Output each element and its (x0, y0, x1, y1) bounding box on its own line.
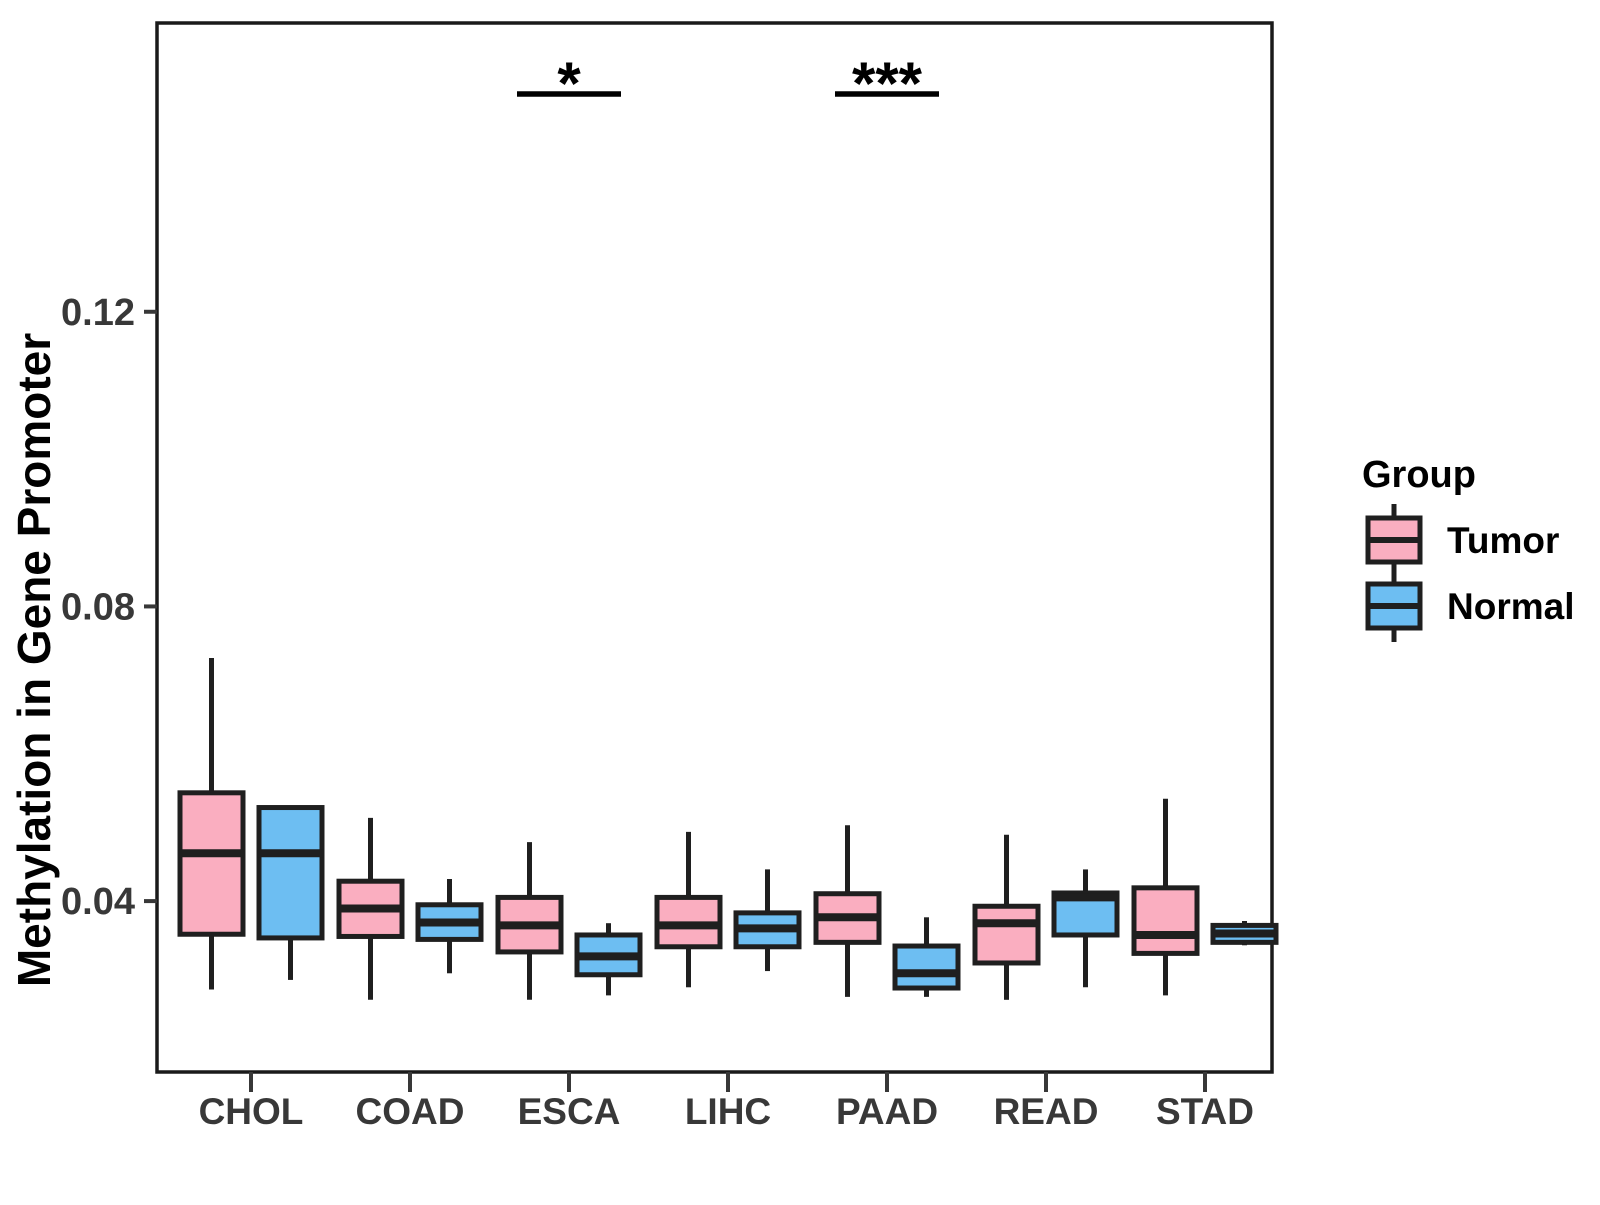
iqr-box (177, 790, 246, 937)
x-tick-label: LIHC (685, 1091, 771, 1132)
legend: Group Tumor Normal (1362, 454, 1574, 642)
x-axis: CHOL COAD ESCA LIHC PAAD READ STAD (199, 1072, 1254, 1132)
y-axis-title: Methylation in Gene Promoter (8, 333, 60, 987)
boxplot-CHOL-Tumor (177, 657, 246, 990)
boxplot-CHOL-Normal (256, 805, 325, 980)
legend-key-tumor: Tumor (1365, 504, 1559, 576)
iqr-box (1131, 885, 1200, 956)
legend-label: Tumor (1447, 520, 1559, 561)
x-tick-label: PAAD (836, 1091, 938, 1132)
x-tick-label: CHOL (199, 1091, 304, 1132)
x-tick-label: ESCA (518, 1091, 621, 1132)
iqr-box (972, 903, 1041, 966)
y-tick-label: 0.08 (61, 586, 135, 628)
y-tick-label: 0.04 (61, 881, 135, 923)
legend-title: Group (1362, 454, 1476, 496)
boxplot-COAD-Normal (415, 878, 484, 974)
iqr-box (256, 805, 325, 941)
boxplot-READ-Normal (1051, 869, 1120, 988)
significance-ESCA: * (517, 50, 621, 117)
legend-label: Normal (1447, 586, 1574, 627)
boxplot-ESCA-Tumor (495, 842, 564, 1000)
significance-PAAD: *** (835, 50, 939, 117)
y-axis: 0.04 0.08 0.12 (61, 292, 157, 923)
boxplot-PAAD-Normal (892, 917, 961, 997)
boxplot-PAAD-Tumor (813, 825, 882, 997)
iqr-box (892, 943, 961, 991)
legend-key-normal: Normal (1365, 570, 1574, 642)
significance-stars: * (557, 50, 581, 117)
x-tick-label: READ (994, 1091, 1099, 1132)
x-tick-label: COAD (356, 1091, 465, 1132)
x-tick-label: STAD (1156, 1091, 1254, 1132)
boxplot-LIHC-Normal (733, 869, 802, 972)
boxplot-LIHC-Tumor (654, 831, 723, 988)
boxplot-COAD-Tumor (336, 817, 405, 1000)
boxplot-ESCA-Normal (574, 923, 643, 996)
boxplot-STAD-Normal (1210, 920, 1279, 946)
boxplot-READ-Tumor (972, 834, 1041, 1000)
significance-stars: *** (852, 50, 923, 117)
boxplot-STAD-Tumor (1131, 798, 1200, 996)
y-tick-label: 0.12 (61, 292, 135, 334)
